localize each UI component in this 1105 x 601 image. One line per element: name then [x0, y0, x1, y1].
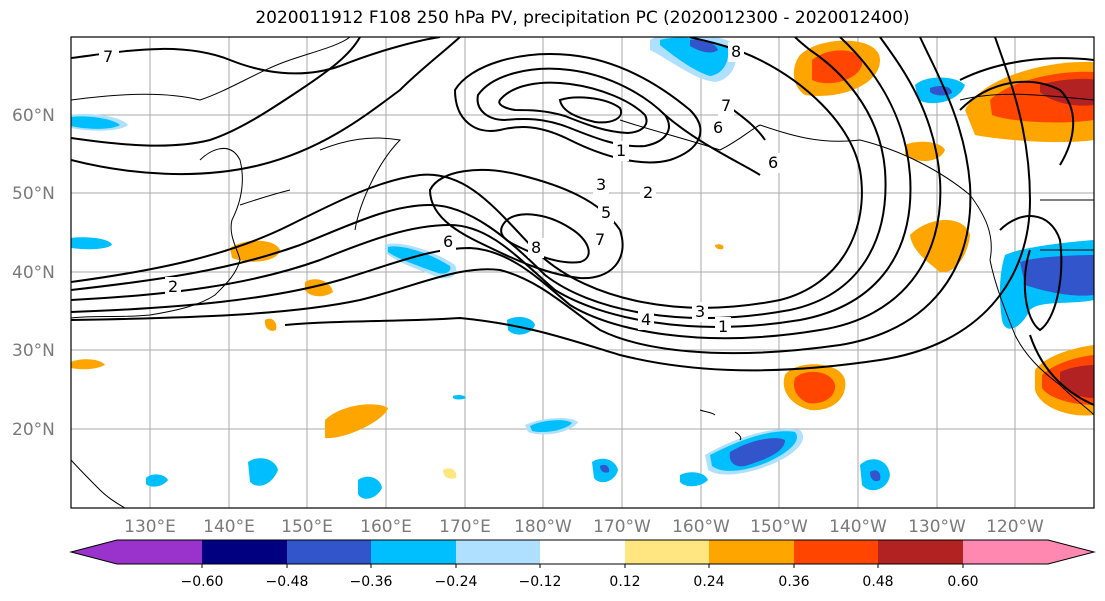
colorbar-label: 0.12 — [609, 574, 640, 590]
contour-label: 7 — [595, 230, 605, 249]
contour-label: 1 — [718, 317, 728, 336]
lon-label: 170°W — [593, 517, 651, 537]
lat-label: 20°N — [12, 420, 55, 440]
lon-label: 160°W — [672, 517, 730, 537]
colorbar-max-arrow — [1048, 540, 1094, 564]
colorbar-swatch — [709, 540, 794, 564]
colorbar-label: 0.60 — [947, 574, 978, 590]
map-title: 2020011912 F108 250 hPa PV, precipitatio… — [255, 8, 910, 28]
contour-labels: 7 1 3 2 5 6 7 8 2 6 4 3 1 7 — [99, 42, 781, 337]
colorbar-label: −0.12 — [519, 574, 562, 590]
pv-contours — [71, 37, 1094, 406]
lon-label: 120°W — [986, 517, 1044, 537]
colorbar-swatch — [878, 540, 963, 564]
colorbar-swatch — [287, 540, 372, 564]
lon-label: 130°W — [908, 517, 966, 537]
lon-label: 170°E — [439, 517, 491, 537]
lon-label: 130°E — [124, 517, 176, 537]
colorbar-swatch — [963, 540, 1048, 564]
colorbar-swatch — [794, 540, 879, 564]
contour-label: 2 — [643, 183, 653, 202]
contour-label: 7 — [721, 96, 731, 115]
contour-label: 3 — [596, 175, 606, 194]
colorbar-label: −0.48 — [266, 574, 309, 590]
contour-label: 6 — [768, 153, 778, 172]
lat-label: 30°N — [12, 341, 55, 361]
contour-label: 2 — [168, 277, 178, 296]
lat-label: 60°N — [12, 106, 55, 126]
colorbar-swatch — [117, 540, 202, 564]
lat-label: 40°N — [12, 263, 55, 283]
contour-label: 5 — [601, 203, 611, 222]
colorbar-swatch — [540, 540, 625, 564]
lon-label: 150°E — [281, 517, 333, 537]
longitude-labels: 130°E 140°E 150°E 160°E 170°E 180°W 170°… — [124, 517, 1044, 537]
contour-label: 3 — [695, 302, 705, 321]
colorbar-swatch — [625, 540, 710, 564]
coastlines — [71, 37, 1094, 508]
contour-label: 6 — [443, 232, 453, 251]
lat-label: 50°N — [12, 184, 55, 204]
contour-label: 4 — [641, 310, 651, 329]
lon-label: 150°W — [750, 517, 808, 537]
colorbar-swatch — [202, 540, 287, 564]
colorbar-outline — [69, 539, 1096, 565]
lon-label: 180°W — [514, 517, 572, 537]
colorbar-swatch — [456, 540, 541, 564]
colorbar-label: 0.36 — [778, 574, 809, 590]
colorbar-label: −0.60 — [181, 574, 224, 590]
colorbar-min-arrow — [71, 540, 117, 564]
colorbar-label: −0.24 — [435, 574, 478, 590]
contour-label: 7 — [103, 47, 113, 66]
map-frame — [70, 36, 1095, 509]
contour-label: 8 — [531, 238, 541, 257]
lon-label: 140°E — [203, 517, 255, 537]
lon-label: 140°W — [829, 517, 887, 537]
colorbar-label: −0.36 — [350, 574, 393, 590]
colorbar-swatch — [371, 540, 456, 564]
colorbar-ticks — [201, 564, 964, 568]
colorbar-label: 0.48 — [862, 574, 893, 590]
latitude-labels: 60°N 50°N 40°N 30°N 20°N — [12, 106, 55, 440]
contour-label: 6 — [713, 118, 723, 137]
contour-label: 8 — [731, 42, 741, 61]
contour-label: 1 — [616, 141, 626, 160]
colorbar: −0.60 −0.48 −0.36 −0.24 −0.12 0.12 0.24 … — [69, 539, 1096, 590]
colorbar-label: 0.24 — [693, 574, 724, 590]
lon-label: 160°E — [360, 517, 412, 537]
